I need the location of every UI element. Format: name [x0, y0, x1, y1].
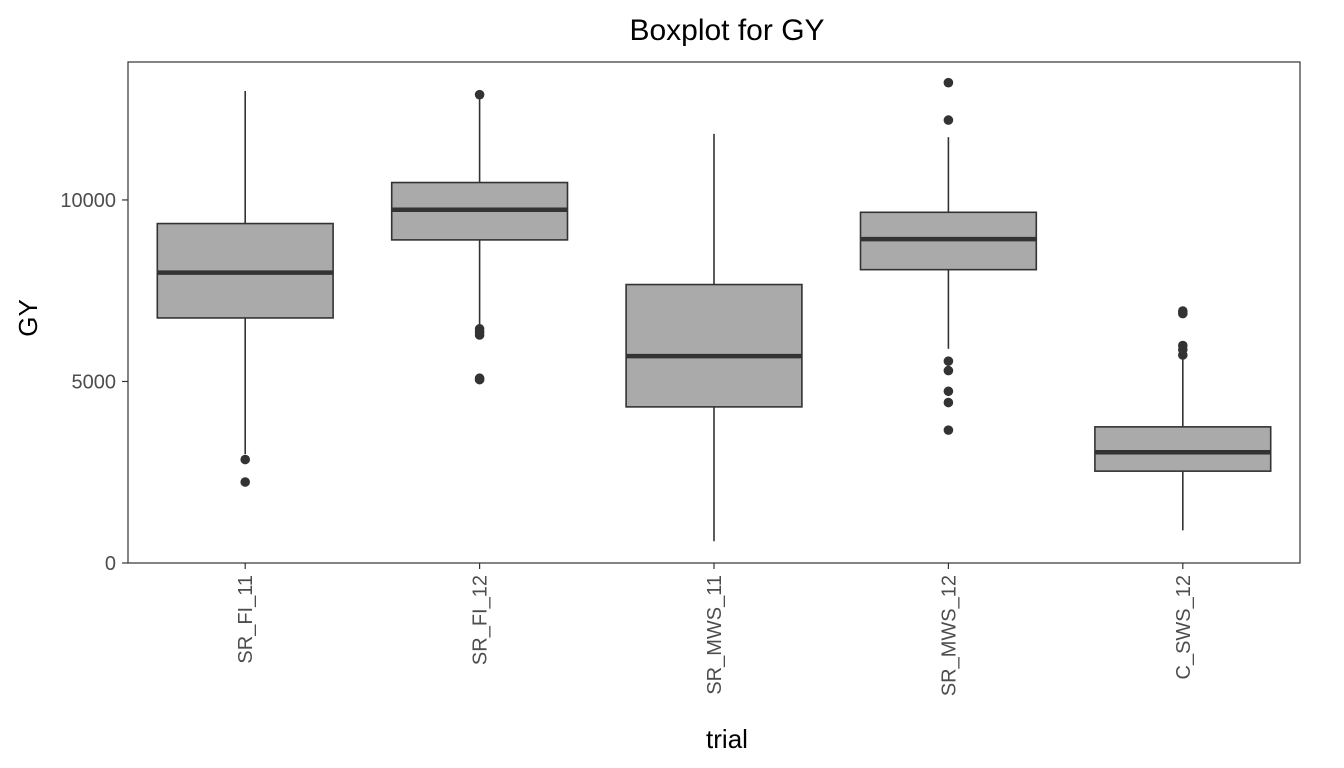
chart-title: Boxplot for GY — [629, 14, 824, 47]
box-c-sws-12 — [1094, 306, 1272, 531]
x-tick-label: SR_FI_12 — [470, 575, 492, 665]
outlier-point — [1178, 308, 1188, 319]
x-tick-label: C_SWS_12 — [1173, 575, 1195, 680]
x-tick-label: SR_MWS_11 — [704, 575, 726, 695]
outlier-point — [943, 386, 954, 397]
outlier-point — [943, 77, 954, 88]
y-axis-title: GY — [13, 299, 43, 337]
outlier-point — [943, 365, 954, 376]
x-axis: SR_FI_11 SR_FI_12 SR_MWS_11 SR_MWS_12 C_SWS_… — [235, 563, 1195, 696]
box-sr-mws-11 — [625, 133, 803, 542]
box-layer — [156, 77, 1272, 542]
outlier-point — [474, 374, 485, 385]
iqr-box — [625, 283, 803, 408]
outlier-point — [943, 115, 954, 125]
box-sr-fi-12 — [390, 89, 569, 385]
box-sr-mws-12 — [859, 77, 1038, 435]
x-axis-title: trial — [706, 724, 748, 754]
y-tick-label: 0 — [105, 553, 116, 575]
y-axis: 0 5000 10000 — [60, 190, 128, 575]
x-tick-label: SR_FI_11 — [235, 575, 257, 664]
iqr-box — [1094, 426, 1272, 472]
outlier-point — [943, 397, 954, 408]
outlier-point — [943, 425, 954, 435]
outlier-point — [474, 89, 485, 100]
x-tick-label: SR_MWS_12 — [938, 575, 960, 696]
outlier-point — [474, 330, 485, 340]
y-tick-label: 5000 — [72, 371, 117, 393]
outlier-point — [1178, 350, 1188, 360]
y-tick-label: 10000 — [60, 190, 116, 212]
box-sr-fi-11 — [156, 91, 334, 487]
outlier-point — [240, 454, 250, 465]
outlier-point — [240, 477, 250, 487]
outlier-point — [943, 356, 954, 366]
